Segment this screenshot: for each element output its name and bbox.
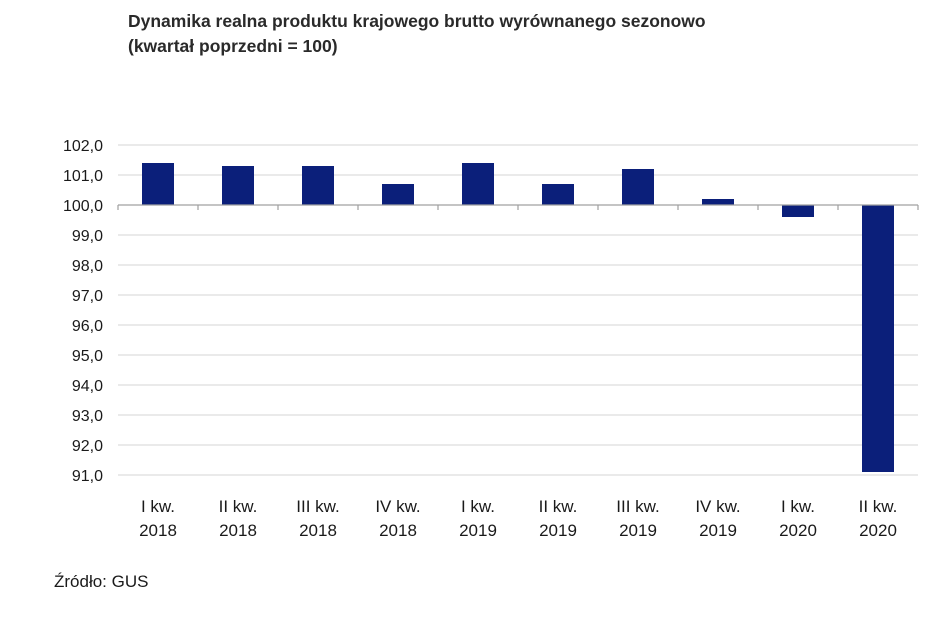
x-tick-label: 2020 xyxy=(779,521,817,540)
bar xyxy=(702,199,734,205)
x-tick-label: 2018 xyxy=(299,521,337,540)
bar xyxy=(782,205,814,217)
bar xyxy=(222,166,254,205)
x-tick-label: I kw. xyxy=(461,497,495,516)
x-tick-label: 2019 xyxy=(619,521,657,540)
x-tick-label: 2019 xyxy=(459,521,497,540)
chart-title: Dynamika realna produktu krajowego brutt… xyxy=(128,9,706,59)
bar xyxy=(542,184,574,205)
x-tick-label: 2019 xyxy=(699,521,737,540)
bar xyxy=(142,163,174,205)
y-tick-label: 93,0 xyxy=(72,408,103,425)
chart-title-line2: (kwartał poprzedni = 100) xyxy=(128,36,338,56)
y-tick-label: 102,0 xyxy=(63,138,103,155)
y-tick-label: 98,0 xyxy=(72,258,103,275)
bar xyxy=(382,184,414,205)
x-tick-label: 2018 xyxy=(379,521,417,540)
bar xyxy=(622,169,654,205)
x-tick-label: 2019 xyxy=(539,521,577,540)
x-tick-label: IV kw. xyxy=(375,497,420,516)
x-tick-label: IV kw. xyxy=(695,497,740,516)
bar xyxy=(302,166,334,205)
y-tick-label: 97,0 xyxy=(72,288,103,305)
y-tick-label: 92,0 xyxy=(72,438,103,455)
x-tick-label: 2020 xyxy=(859,521,897,540)
x-tick-label: III kw. xyxy=(296,497,339,516)
source-note: Źródło: GUS xyxy=(54,572,149,591)
y-tick-label: 94,0 xyxy=(72,378,103,395)
y-tick-label: 99,0 xyxy=(72,228,103,245)
bar xyxy=(862,205,894,472)
x-tick-label: I kw. xyxy=(141,497,175,516)
x-tick-label: II kw. xyxy=(219,497,258,516)
y-tick-label: 96,0 xyxy=(72,318,103,335)
x-tick-label: III kw. xyxy=(616,497,659,516)
x-tick-label: I kw. xyxy=(781,497,815,516)
chart-title-line1: Dynamika realna produktu krajowego brutt… xyxy=(128,11,706,31)
x-tick-label: 2018 xyxy=(139,521,177,540)
y-tick-label: 100,0 xyxy=(63,198,103,215)
y-tick-label: 95,0 xyxy=(72,348,103,365)
y-tick-label: 101,0 xyxy=(63,168,103,185)
x-tick-label: II kw. xyxy=(539,497,578,516)
x-tick-label: II kw. xyxy=(859,497,898,516)
x-tick-label: 2018 xyxy=(219,521,257,540)
bar xyxy=(462,163,494,205)
y-tick-label: 91,0 xyxy=(72,468,103,485)
